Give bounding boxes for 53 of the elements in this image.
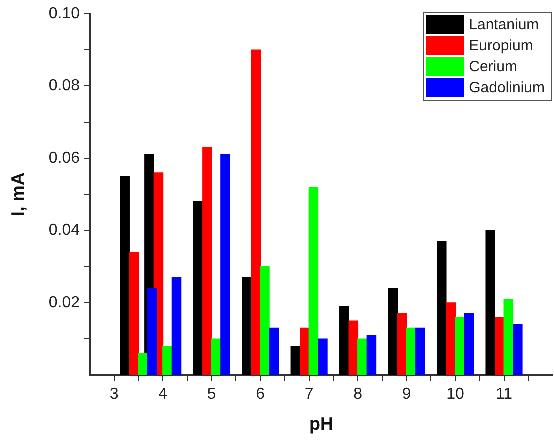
- bar: [300, 328, 310, 376]
- bar: [172, 277, 182, 376]
- x-tick-label: 7: [304, 386, 314, 404]
- bar: [406, 328, 416, 376]
- x-tick-label: 10: [446, 386, 465, 404]
- bar: [269, 328, 280, 376]
- y-tick-label: 0.10: [48, 5, 80, 22]
- bar: [388, 288, 398, 376]
- bar: [494, 317, 505, 376]
- bar: [220, 154, 230, 376]
- bar: [416, 328, 426, 376]
- x-tick-label: 9: [402, 386, 412, 404]
- y-tick-label: 0.04: [48, 222, 80, 240]
- x-tick-label: 4: [158, 386, 168, 404]
- x-tick-label: 11: [496, 386, 513, 404]
- bar: [242, 277, 252, 376]
- legend-label: Lantanium: [469, 16, 540, 34]
- x-tick-label: 5: [207, 386, 216, 404]
- x-tick-label: 8: [354, 386, 363, 404]
- bar: [308, 187, 319, 376]
- bar: [202, 147, 212, 376]
- bar: [504, 299, 514, 376]
- bar: [147, 288, 158, 376]
- bar: [251, 50, 262, 376]
- bar: [464, 313, 474, 376]
- x-tick-label: 3: [110, 386, 119, 404]
- bar: [398, 313, 408, 376]
- bar: [340, 306, 350, 376]
- bar: [211, 338, 222, 376]
- bar: [348, 320, 359, 376]
- bar: [260, 266, 270, 376]
- bar: [290, 346, 301, 376]
- bar: [193, 201, 204, 376]
- y-tick-label: 0.02: [48, 294, 80, 312]
- y-axis-title: I, mA: [8, 172, 28, 217]
- bar: [455, 317, 465, 376]
- bar: [358, 338, 368, 376]
- legend-label: Cerium: [469, 58, 518, 76]
- bar: [513, 324, 523, 376]
- bar: [318, 338, 328, 376]
- bar: [138, 353, 148, 376]
- bar: [129, 252, 140, 376]
- bar: [436, 241, 447, 376]
- bar: [366, 335, 377, 376]
- legend-label: Gadolinium: [469, 80, 546, 97]
- x-axis-title: pH: [310, 414, 334, 434]
- bar: [162, 346, 172, 376]
- bar: [486, 230, 496, 376]
- y-tick-label: 0.06: [48, 150, 80, 167]
- legend-label: Europium: [469, 38, 534, 55]
- bar: [120, 176, 130, 376]
- y-tick-label: 0.08: [48, 78, 80, 95]
- x-tick-label: 6: [256, 386, 266, 404]
